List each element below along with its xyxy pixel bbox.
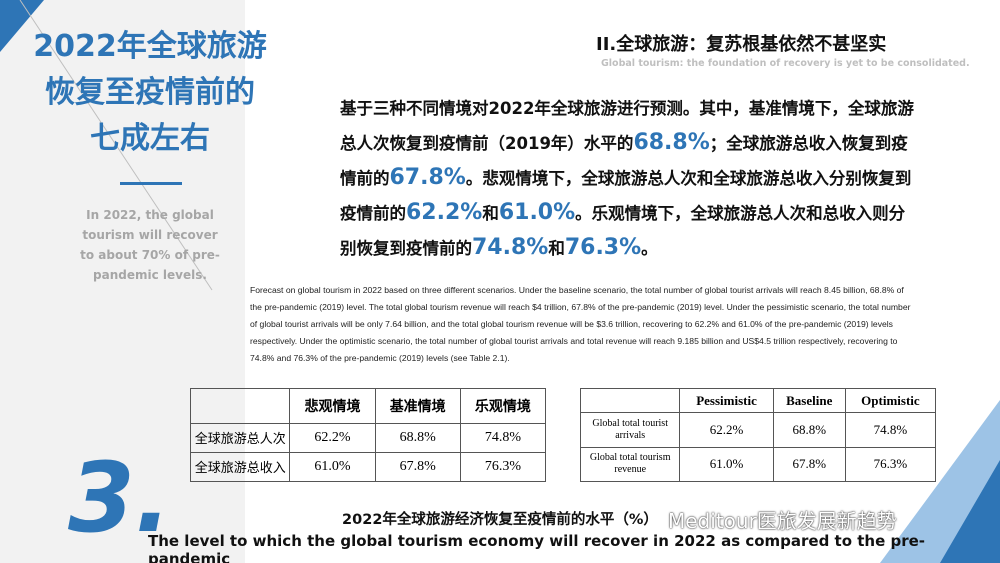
highlight-number: 61.0% [498, 200, 576, 225]
cell: 76.3% [459, 452, 547, 482]
text-run: 和 [548, 239, 565, 258]
table-row: Global total tourism revenue 61.0% 67.8% 76… [579, 446, 937, 483]
table-en: Pessimistic Baseline Optimistic Global tota… [579, 387, 937, 483]
text-run: 。悲观情境下，全球旅游总人次和全球旅游总收入分别恢复到疫情前的 [340, 169, 912, 223]
cell: 68.8% [374, 423, 461, 454]
title-line: 2022年全球旅游 [33, 29, 267, 64]
row-label: 全球旅游总收入 [189, 452, 291, 482]
row-label: 全球旅游总人次 [189, 423, 291, 454]
highlight-number: 76.3% [564, 235, 642, 260]
title-line: 恢复至疫情前的 [45, 75, 255, 110]
table-row: Global total tourist arrivals 62.2% 68.8% 7… [579, 412, 937, 448]
table-row: 全球旅游总人次 62.2% 68.8% 74.8% [189, 423, 547, 454]
column-header: 基准情境 [374, 387, 461, 425]
caption-zh: 2022年全球旅游经济恢复至疫情前的水平（%） [342, 512, 658, 528]
paragraph-zh: 基于三种不同情境对2022年全球旅游进行预测。其中，基准情境下，全球旅游总人次恢… [340, 92, 920, 266]
corner-cell [189, 387, 291, 425]
cell: 74.8% [459, 423, 547, 454]
cell: 61.0% [679, 446, 774, 483]
column-header: Pessimistic [679, 387, 774, 414]
highlight-number: 74.8% [472, 235, 549, 260]
left-title: 2022年全球旅游 恢复至疫情前的 七成左右 [10, 24, 290, 162]
text-run: 。 [641, 239, 658, 258]
column-header: Baseline [772, 387, 846, 414]
header-row: Pessimistic Baseline Optimistic [579, 387, 937, 414]
cell: 74.8% [844, 412, 937, 448]
left-summary: In 2022, the global tourism will recover… [80, 208, 220, 282]
corner-cell [579, 387, 681, 414]
text-run: 基于三种不同情境对2022年全球旅游进行预测。其中，基准情境下，全球旅游总人次恢… [340, 99, 914, 153]
section-number: 3. [68, 442, 172, 554]
text-run: ；全球旅游总收入恢复到疫情前的 [340, 134, 908, 188]
row-label: Global total tourism revenue [579, 446, 681, 483]
header-title: II.全球旅游：复苏根基依然不甚坚实 [596, 34, 887, 55]
cell: 62.2% [679, 412, 774, 448]
paragraph-en: Forecast on global tourism in 2022 based… [250, 285, 911, 363]
cell: 62.2% [289, 423, 376, 454]
text-run: 和 [482, 204, 499, 223]
highlight-number: 62.2% [406, 200, 483, 225]
cell: 67.8% [772, 446, 846, 483]
table-zh: 悲观情境 基准情境 乐观情境 全球旅游总人次 62.2% 68.8% 74.8% 全球旅游总收… [189, 387, 547, 482]
table-row: 全球旅游总收入 61.0% 67.8% 76.3% [189, 452, 547, 482]
cell: 68.8% [772, 412, 846, 448]
text-run: 。乐观情境下，全球旅游总人次和总收入则分别恢复到疫情前的 [340, 204, 906, 258]
header-row: 悲观情境 基准情境 乐观情境 [189, 387, 547, 425]
title-line: 七成左右 [90, 121, 210, 156]
caption-en: The level to which the global tourism ec… [148, 532, 926, 563]
watermark: Meditour医旅发展新趋势 [668, 509, 897, 533]
header-subtitle: Global tourism: the foundation of recove… [601, 58, 970, 69]
cell: 67.8% [374, 452, 461, 482]
cell: 76.3% [844, 446, 937, 483]
highlight-number: 68.8% [633, 130, 710, 155]
cell: 61.0% [289, 452, 376, 482]
column-header: 乐观情境 [459, 387, 547, 425]
row-label: Global total tourist arrivals [579, 412, 681, 448]
highlight-number: 67.8% [389, 165, 466, 190]
column-header: 悲观情境 [289, 387, 376, 425]
column-header: Optimistic [844, 387, 937, 414]
